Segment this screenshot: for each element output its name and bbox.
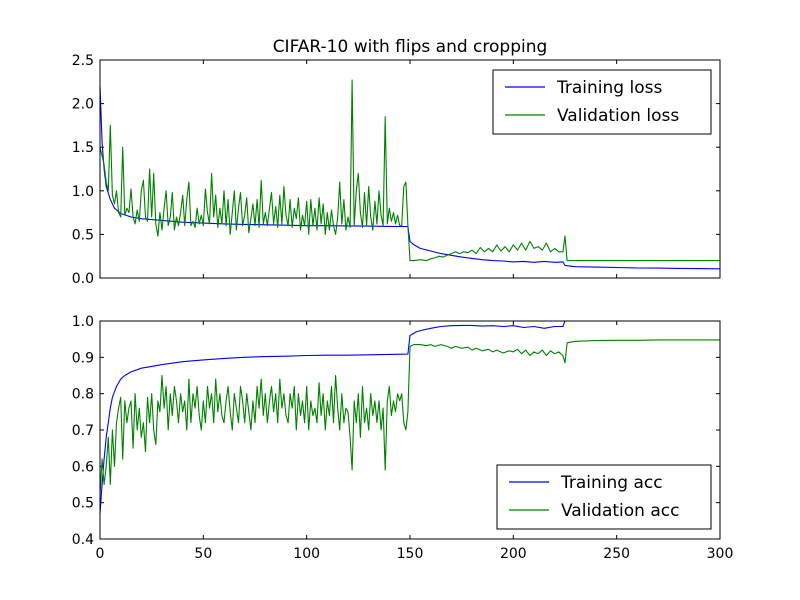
series-line-validation-loss — [99, 79, 720, 262]
y-tick-label: 1.0 — [72, 184, 94, 200]
accuracy-legend: Training acc Validation acc — [496, 464, 712, 530]
y-tick-label: 0.9 — [72, 350, 94, 366]
y-tick-label: 0.7 — [72, 423, 94, 439]
legend-label-validation-acc: Validation acc — [561, 501, 679, 521]
y-tick-label: 0.0 — [72, 271, 94, 287]
y-tick-label: 0.5 — [72, 227, 94, 243]
accuracy-legend-box — [496, 464, 712, 530]
loss-panel: CIFAR-10 with flips and cropping 0.0 0.5 1… — [72, 37, 721, 287]
loss-plot-frame — [99, 59, 721, 279]
y-tick-label: 2.0 — [72, 97, 94, 113]
x-tick-label: 150 — [397, 546, 424, 562]
legend-label-validation-loss: Validation loss — [557, 106, 679, 126]
y-tick-label: 1.5 — [72, 140, 94, 156]
loss-legend: Training loss Validation loss — [492, 69, 712, 135]
y-tick-label: 0.5 — [72, 496, 94, 512]
series-line-validation-acc — [99, 339, 720, 496]
chart-title: CIFAR-10 with flips and cropping — [273, 37, 548, 57]
accuracy-plot-frame — [99, 320, 721, 540]
legend-label-training-loss: Training loss — [556, 78, 662, 98]
y-tick-label: 2.5 — [72, 53, 94, 69]
x-tick-label: 200 — [500, 546, 527, 562]
x-tick-label: 300 — [707, 546, 734, 562]
y-tick-label: 0.4 — [72, 532, 94, 548]
x-tick-label: 250 — [603, 546, 630, 562]
x-tick-label: 50 — [194, 546, 212, 562]
y-tick-label: 0.8 — [72, 387, 94, 403]
y-tick-label: 1.0 — [72, 314, 94, 330]
accuracy-panel: 0.40.50.60.70.80.91.00 50 100 150 200 250 300 … — [72, 314, 734, 562]
legend-label-training-acc: Training acc — [560, 473, 663, 493]
x-tick-label: 0 — [96, 546, 105, 562]
x-tick-label: 100 — [293, 546, 320, 562]
y-tick-label: 0.6 — [72, 459, 94, 475]
loss-legend-box — [492, 69, 712, 135]
series-line-training-acc — [99, 320, 720, 514]
